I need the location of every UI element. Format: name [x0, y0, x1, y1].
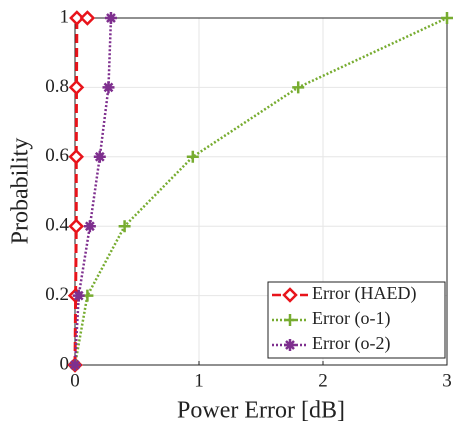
marker [69, 10, 85, 26]
series-line [73, 16, 448, 366]
marker [69, 359, 81, 371]
marker [104, 12, 117, 24]
y-axis-label: Probability [8, 138, 34, 245]
x-tick-label: 1 [194, 370, 204, 391]
y-tick-label: 0.6 [45, 145, 69, 166]
marker [68, 79, 85, 96]
marker [68, 149, 85, 165]
x-tick-label: 0 [70, 370, 80, 391]
marker [79, 10, 96, 26]
series-line [73, 17, 113, 366]
marker [186, 150, 199, 163]
legend-marker [284, 314, 296, 326]
x-tick-label: 3 [442, 370, 452, 391]
y-tick-label: 0.4 [45, 215, 69, 236]
legend-label: Error (HAED) [312, 283, 416, 304]
y-tick-label: 0.2 [45, 284, 69, 305]
marker [441, 12, 453, 24]
marker [118, 220, 131, 233]
marker [68, 218, 85, 234]
marker [102, 81, 115, 94]
x-axis-label: Power Error [dB] [177, 398, 345, 424]
marker [72, 289, 85, 302]
marker [83, 220, 96, 233]
marker [93, 150, 106, 163]
legend-label: Error (o-1) [312, 308, 390, 329]
marker [292, 81, 305, 94]
y-tick-label: 0 [60, 353, 70, 374]
x-tick-label: 2 [318, 370, 328, 391]
legend-marker [282, 287, 298, 303]
legend-label: Error (o-2) [312, 333, 390, 354]
y-tick-label: 1 [60, 6, 70, 27]
y-tick-label: 0.8 [45, 76, 69, 97]
legend-marker [284, 339, 296, 351]
